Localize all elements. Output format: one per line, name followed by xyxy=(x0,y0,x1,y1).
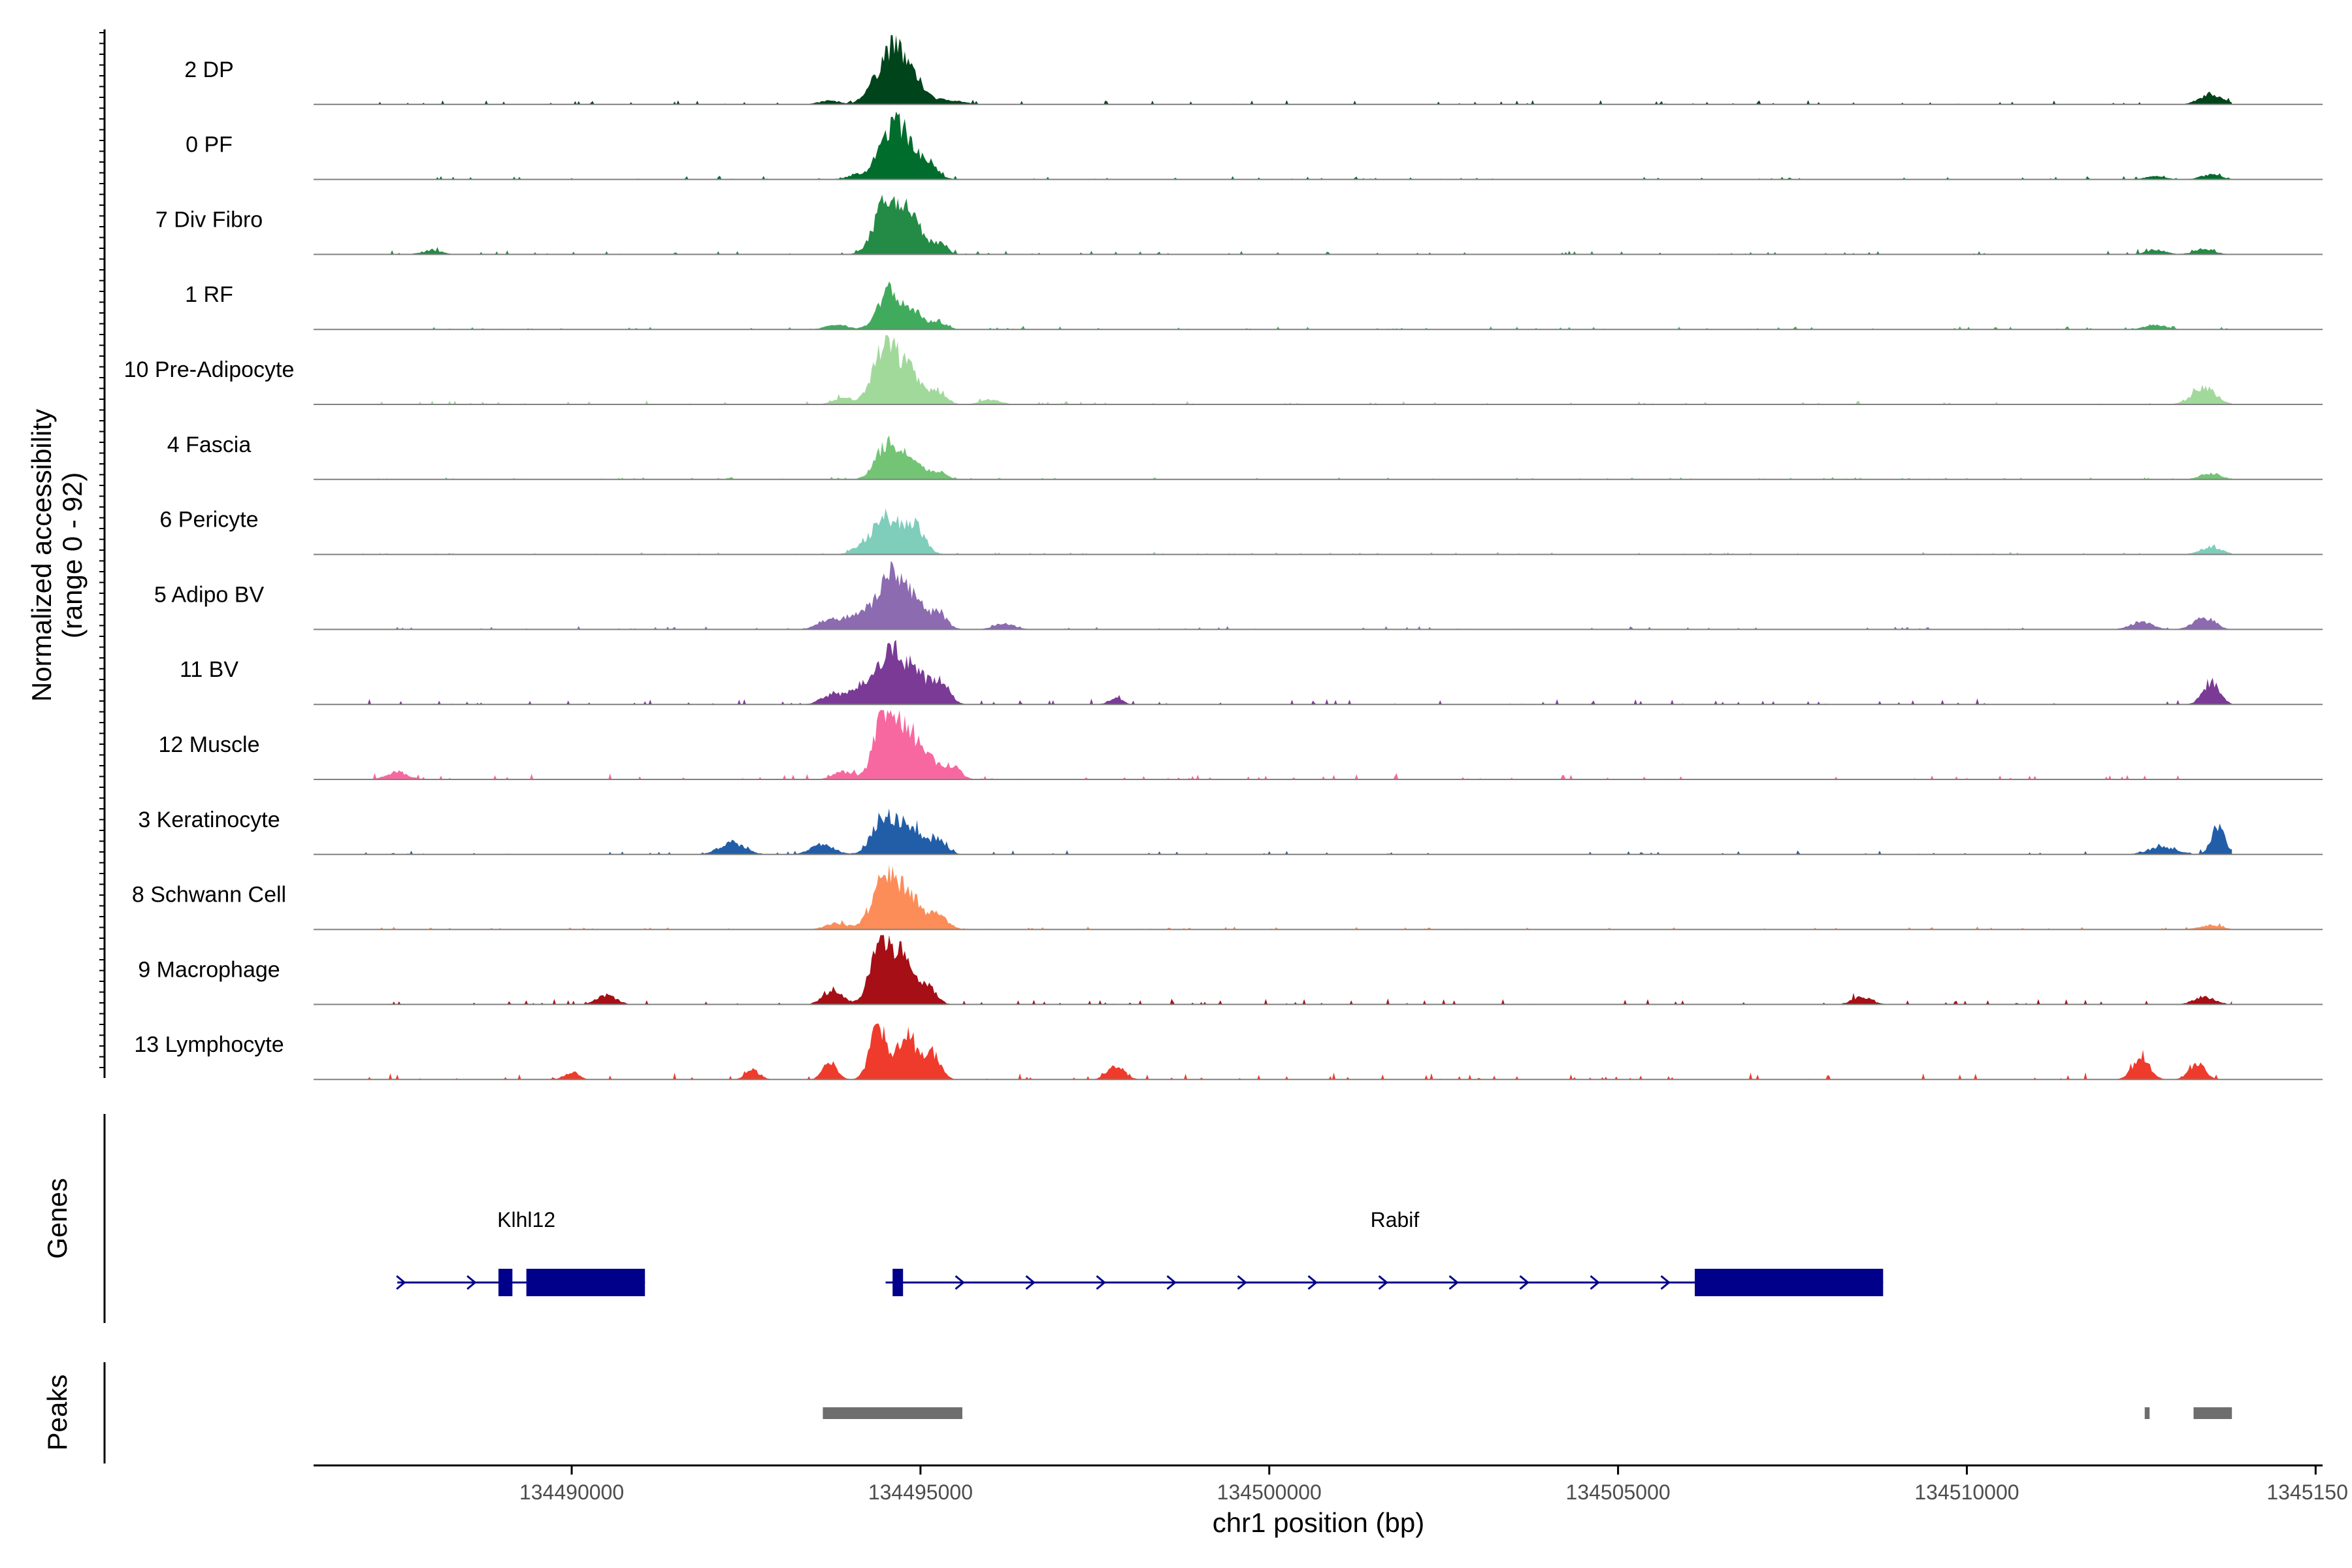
track-label: 9 Macrophage xyxy=(138,957,280,982)
x-tick-label: 134495000 xyxy=(868,1480,973,1504)
track-area xyxy=(362,435,2232,480)
track-area xyxy=(362,281,2232,330)
track-14 xyxy=(314,1023,2323,1081)
exon xyxy=(498,1269,513,1296)
strand-arrow xyxy=(1660,1275,1671,1290)
track-area xyxy=(362,864,2232,930)
genes-panel: Genes Klhl12 Rabif xyxy=(42,1114,1884,1323)
exon xyxy=(526,1269,645,1296)
track-area xyxy=(362,561,2232,630)
strand-arrow xyxy=(1166,1275,1177,1290)
gene-models: Klhl12 Rabif xyxy=(396,1208,1884,1296)
track-label: 5 Adipo BV xyxy=(154,582,265,607)
gene-label: Klhl12 xyxy=(497,1208,555,1232)
strand-arrow xyxy=(1307,1275,1318,1290)
track-label: 12 Muscle xyxy=(159,732,260,757)
track-8 xyxy=(314,561,2323,630)
track-area xyxy=(362,194,2232,255)
genes-panel-title: Genes xyxy=(42,1178,73,1259)
x-axis: 134490000 134495000 134500000 134505000 1345… xyxy=(314,1464,2348,1504)
track-area xyxy=(362,335,2232,404)
track-labels: 2 DP 0 PF 7 Div Fibro 1 RF 10 Pre-Adipocyte 4… xyxy=(124,57,295,1057)
y-axis xyxy=(99,29,106,1078)
track-area xyxy=(362,35,2232,105)
gene-rabif: Rabif xyxy=(885,1208,1884,1296)
track-label: 2 DP xyxy=(184,57,234,82)
y-axis-title-line1: Normalized accessibility xyxy=(26,409,57,702)
track-1 xyxy=(314,35,2323,105)
x-tick-label: 134510000 xyxy=(1914,1480,2019,1504)
x-tick-label: 134505000 xyxy=(1566,1480,1671,1504)
track-label: 10 Pre-Adipocyte xyxy=(124,357,295,382)
gene-klhl12: Klhl12 xyxy=(396,1208,645,1296)
track-7 xyxy=(314,508,2323,555)
track-label: 0 PF xyxy=(186,133,233,157)
y-axis-title-line2: (range 0 - 92) xyxy=(57,472,88,638)
track-13 xyxy=(314,935,2323,1005)
track-area xyxy=(362,808,2232,855)
exon xyxy=(1695,1269,1884,1296)
peaks-panel-title: Peaks xyxy=(42,1375,73,1451)
x-tick-label: 1345150 xyxy=(2266,1480,2348,1504)
track-area xyxy=(362,111,2232,180)
track-area xyxy=(362,1023,2232,1080)
track-6 xyxy=(314,435,2323,480)
x-axis-title: chr1 position (bp) xyxy=(1213,1507,1425,1538)
track-area xyxy=(362,935,2232,1005)
track-label: 3 Keratinocyte xyxy=(138,808,280,832)
gene-label: Rabif xyxy=(1371,1208,1420,1232)
track-11 xyxy=(314,808,2323,855)
strand-arrow xyxy=(1025,1275,1036,1290)
track-2 xyxy=(314,111,2323,180)
track-label: 11 BV xyxy=(180,657,238,682)
strand-arrow xyxy=(1237,1275,1247,1290)
strand-arrow xyxy=(955,1275,965,1290)
peak-region xyxy=(823,1407,962,1419)
track-5 xyxy=(314,335,2323,405)
accessibility-tracks xyxy=(314,35,2323,1081)
x-tick-label: 134490000 xyxy=(519,1480,624,1504)
track-label: 1 RF xyxy=(185,282,233,307)
track-label: 4 Fascia xyxy=(167,433,252,457)
track-area xyxy=(362,710,2232,779)
peaks-panel: Peaks xyxy=(42,1362,2232,1463)
track-3 xyxy=(314,194,2323,255)
track-label: 7 Div Fibro xyxy=(155,207,263,232)
peak-region xyxy=(2193,1407,2232,1419)
strand-arrow xyxy=(466,1275,477,1290)
strand-arrow xyxy=(1096,1275,1106,1290)
x-tick-label: 134500000 xyxy=(1217,1480,1322,1504)
track-label: 13 Lymphocyte xyxy=(134,1032,284,1057)
strand-arrow xyxy=(1519,1275,1529,1290)
track-label: 8 Schwann Cell xyxy=(132,883,286,907)
track-label: 6 Pericyte xyxy=(159,508,258,532)
track-10 xyxy=(314,710,2323,780)
strand-arrow xyxy=(1378,1275,1388,1290)
strand-arrow xyxy=(396,1275,406,1290)
peak-regions xyxy=(823,1407,2232,1419)
strand-arrow xyxy=(1590,1275,1600,1290)
track-area xyxy=(362,640,2232,705)
track-area xyxy=(362,508,2232,555)
strand-arrow xyxy=(1448,1275,1459,1290)
peak-region xyxy=(2144,1407,2150,1419)
track-9 xyxy=(314,640,2323,706)
exon xyxy=(892,1269,904,1296)
track-4 xyxy=(314,281,2323,331)
track-12 xyxy=(314,864,2323,930)
